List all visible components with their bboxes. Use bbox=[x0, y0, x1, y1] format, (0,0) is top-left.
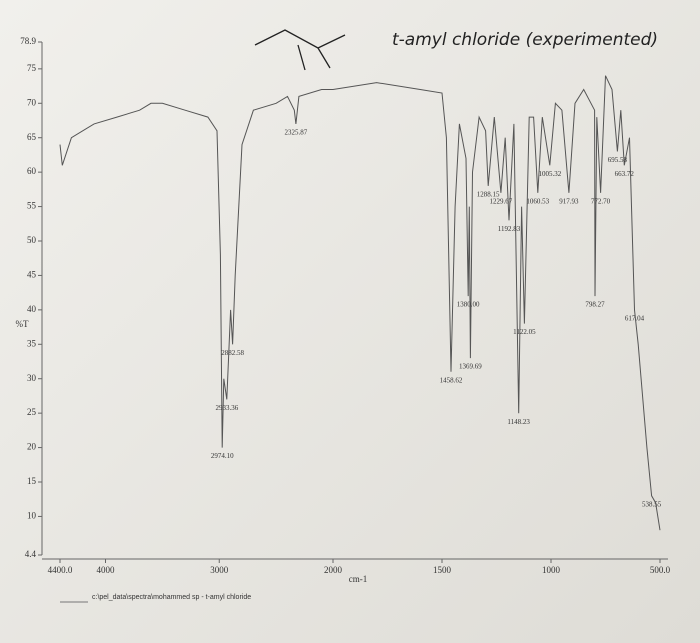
y-tick-label: 70 bbox=[27, 97, 37, 107]
x-tick-label: 2000 bbox=[324, 565, 343, 575]
y-tick-label: 78.9 bbox=[20, 36, 36, 46]
footer: c:\pel_data\spectra\mohammed sp - t-amyl… bbox=[92, 594, 251, 601]
y-tick-label: 4.4 bbox=[25, 549, 37, 559]
molecule-sketch bbox=[254, 29, 346, 71]
y-tick-label: 35 bbox=[27, 338, 37, 348]
peak-label: 617.04 bbox=[625, 314, 645, 322]
y-tick-label: 75 bbox=[27, 63, 37, 73]
peak-label: 695.58 bbox=[608, 156, 628, 164]
peak-label: 2974.10 bbox=[211, 452, 234, 460]
peak-label: 1380.00 bbox=[457, 301, 480, 309]
y-tick-label: 40 bbox=[27, 304, 37, 314]
y-tick-label: 25 bbox=[27, 407, 37, 417]
peak-label: 917.93 bbox=[559, 197, 579, 205]
peak-label: 1122.05 bbox=[513, 328, 536, 336]
y-tick-label: 10 bbox=[27, 511, 37, 521]
peak-label: 2882.58 bbox=[221, 349, 244, 357]
peak-label: 1148.23 bbox=[507, 418, 530, 426]
peak-label: 1005.32 bbox=[538, 170, 561, 178]
y-tick-label: 55 bbox=[27, 201, 37, 211]
y-tick-label: 60 bbox=[27, 166, 37, 176]
x-axis-label: cm-1 bbox=[349, 574, 368, 584]
peak-label: 1229.67 bbox=[490, 197, 513, 205]
peak-label: 1192.83 bbox=[498, 225, 521, 233]
x-tick-label: 1000 bbox=[542, 565, 561, 575]
peak-label: 2325.87 bbox=[285, 129, 308, 137]
x-tick-label: 500.0 bbox=[650, 565, 671, 575]
x-tick-label: 3000 bbox=[210, 565, 229, 575]
x-tick-label: 4400.0 bbox=[48, 565, 73, 575]
peak-label: 1369.69 bbox=[459, 363, 482, 371]
peak-label: 1458.62 bbox=[440, 376, 463, 384]
peak-label: 772.70 bbox=[591, 197, 611, 205]
y-tick-label: 50 bbox=[27, 235, 37, 245]
y-axis-label: %T bbox=[16, 319, 29, 329]
peak-label: 1060.53 bbox=[526, 197, 549, 205]
y-tick-label: 30 bbox=[27, 373, 37, 383]
y-tick-label: 20 bbox=[27, 442, 37, 452]
x-tick-label: 1500 bbox=[433, 565, 452, 575]
y-tick-label: 15 bbox=[27, 476, 37, 486]
spectrum-line bbox=[59, 75, 661, 531]
y-tick-label: 45 bbox=[27, 269, 37, 279]
peak-label: 1288.15 bbox=[477, 191, 500, 199]
x-tick-label: 4000 bbox=[97, 565, 116, 575]
peak-label: 663.72 bbox=[615, 170, 635, 178]
y-tick-label: 65 bbox=[27, 132, 37, 142]
peak-label: 798.27 bbox=[585, 301, 605, 309]
chart-title: t-amyl chloride (experimented) bbox=[392, 30, 658, 50]
peak-label: 538.55 bbox=[642, 500, 662, 508]
peak-label: 2933.36 bbox=[215, 404, 238, 412]
